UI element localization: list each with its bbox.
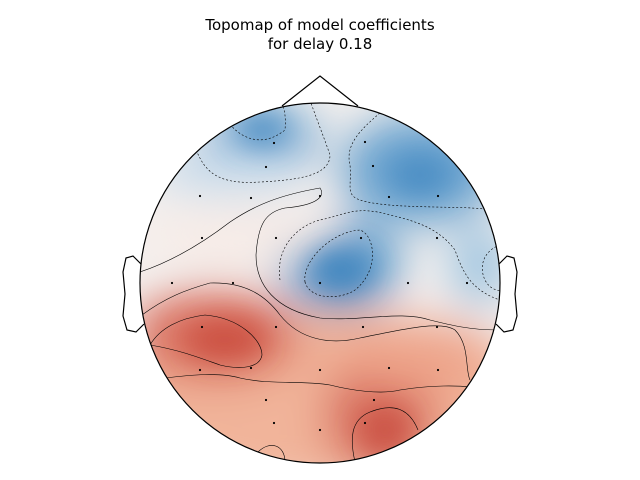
contour-positive xyxy=(257,445,286,463)
sensor-marker xyxy=(198,368,202,372)
head-outline xyxy=(139,102,501,464)
sensor-marker xyxy=(249,366,253,370)
sensor-marker xyxy=(436,194,440,198)
sensor-marker xyxy=(359,236,363,240)
sensor-marker xyxy=(200,325,204,329)
sensor-marker xyxy=(371,164,375,168)
figure-title-line-2: for delay 0.18 xyxy=(267,35,373,53)
contour-positive xyxy=(165,374,479,393)
sensor-marker xyxy=(274,236,278,240)
sensor-marker xyxy=(318,281,322,285)
sensor-marker xyxy=(435,236,439,240)
sensor-marker xyxy=(435,325,439,329)
contour-positive xyxy=(351,407,419,463)
sensor-marker xyxy=(198,194,202,198)
sensor-marker xyxy=(465,281,469,285)
sensor-marker xyxy=(363,140,367,144)
sensor-marker xyxy=(361,325,365,329)
right-ear-outline xyxy=(495,255,518,333)
sensor-marker xyxy=(231,281,235,285)
nose-outline xyxy=(281,75,359,107)
contour-positive xyxy=(149,314,263,368)
sensor-marker xyxy=(387,195,391,199)
sensor-markers xyxy=(170,140,469,432)
sensor-marker xyxy=(406,281,410,285)
heatmap-field xyxy=(140,103,500,463)
contour-lines xyxy=(140,103,500,463)
sensor-marker xyxy=(170,281,174,285)
sensor-marker xyxy=(372,398,376,402)
contour-negative xyxy=(348,112,491,211)
contour-negative xyxy=(195,103,331,183)
contour-positive xyxy=(141,282,471,381)
left-ear-outline xyxy=(122,255,145,333)
sensor-marker xyxy=(272,141,276,145)
sensor-marker xyxy=(264,165,268,169)
sensor-marker xyxy=(249,196,253,200)
contour-negative xyxy=(229,103,286,141)
sensor-marker xyxy=(264,398,268,402)
sensor-marker xyxy=(200,236,204,240)
sensor-marker xyxy=(318,368,322,372)
contour-zero xyxy=(140,187,499,331)
figure-title-line-1: Topomap of model coefficients xyxy=(205,16,435,34)
sensor-marker xyxy=(436,368,440,372)
sensor-marker xyxy=(318,428,322,432)
sensor-marker xyxy=(363,421,367,425)
sensor-marker xyxy=(272,421,276,425)
contour-negative xyxy=(481,244,500,291)
sensor-marker xyxy=(387,366,391,370)
sensor-marker xyxy=(274,325,278,329)
sensor-marker xyxy=(318,194,322,198)
